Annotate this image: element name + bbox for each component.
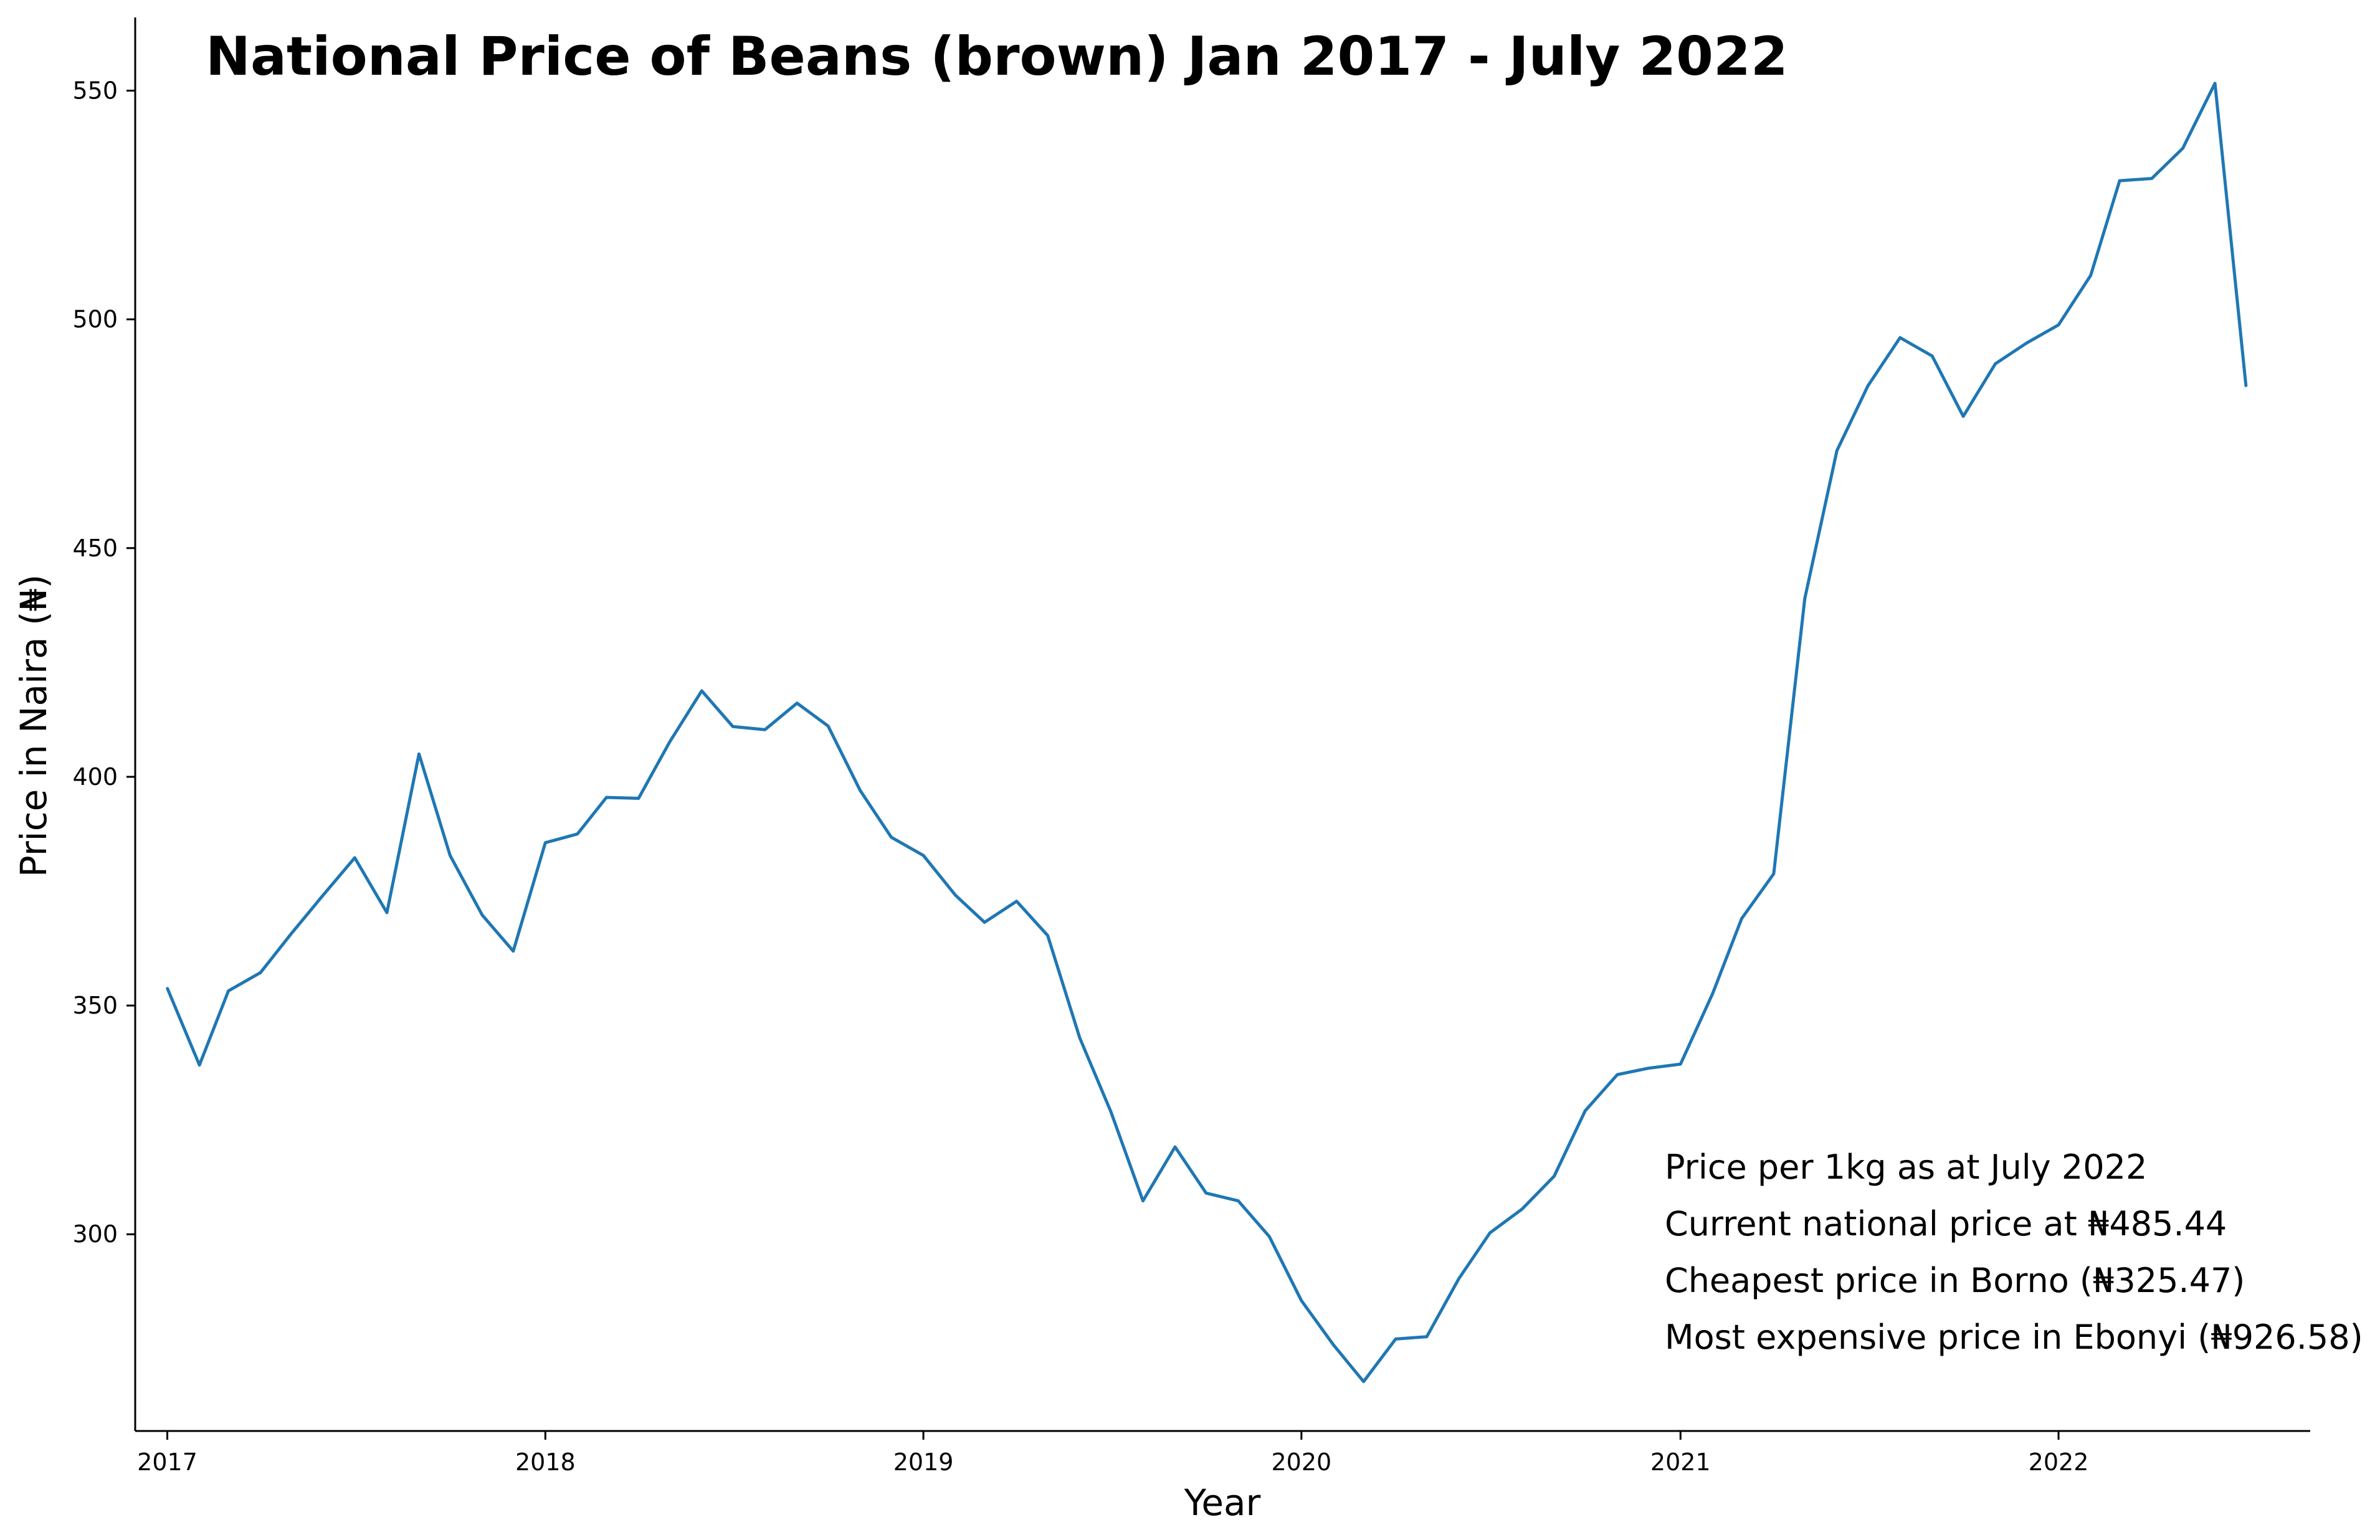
series-line (166, 82, 2248, 1384)
data-point (322, 893, 325, 896)
annotation-cheapest-price: Cheapest price in Borno (₦325.47) (1665, 1261, 2245, 1300)
data-point (385, 911, 388, 915)
data-point (1174, 1145, 1177, 1148)
annotation-most-expensive-price: Most expensive price in Ebonyi (₦926.58) (1665, 1318, 2363, 1357)
x-tick-label: 2022 (2029, 1448, 2089, 1476)
data-point (1931, 354, 1934, 358)
data-point (796, 701, 799, 705)
data-point (1046, 934, 1049, 937)
data-point (1488, 1232, 1492, 1235)
data-point (1962, 415, 1965, 418)
data-point (2150, 177, 2153, 180)
data-point (1300, 1299, 1303, 1302)
data-point (827, 725, 830, 728)
x-tick-label: 2020 (1271, 1448, 1331, 1476)
x-axis-label: Year (1184, 1481, 1261, 1524)
data-point (1679, 1063, 1682, 1066)
data-point (637, 797, 640, 800)
data-point (1520, 1207, 1523, 1210)
data-point (859, 789, 862, 792)
data-point (605, 796, 608, 799)
data-point (544, 841, 547, 844)
data-point (922, 854, 925, 857)
data-point (1553, 1174, 1556, 1177)
data-point (1332, 1343, 1335, 1346)
data-point (2057, 323, 2060, 326)
price-series (166, 82, 2248, 1384)
data-point (198, 1063, 201, 1067)
data-point (1867, 384, 1870, 387)
data-point (417, 753, 421, 756)
data-point (290, 932, 293, 935)
data-point (890, 835, 893, 839)
y-tick-label: 300 (72, 1220, 118, 1248)
y-tick-label: 400 (72, 763, 118, 791)
x-tick-label: 2021 (1650, 1448, 1711, 1476)
data-point (259, 971, 262, 974)
data-point (449, 854, 452, 857)
y-tick-label: 550 (72, 77, 118, 104)
data-point (1237, 1199, 1240, 1202)
data-point (2025, 341, 2028, 345)
data-point (1803, 597, 1806, 600)
y-axis-ticks: 300 350 400 450 500 550 (72, 77, 135, 1248)
y-tick-label: 450 (72, 535, 118, 562)
data-point (512, 949, 515, 953)
data-point (480, 913, 483, 916)
data-point (2214, 82, 2217, 85)
data-point (1362, 1380, 1365, 1383)
data-point (1204, 1192, 1207, 1195)
data-point (1647, 1067, 1650, 1070)
data-point (576, 832, 579, 835)
price-annotations: Price per 1kg as at July 2022 Current na… (1665, 1148, 2363, 1357)
chart-title: National Price of Beans (brown) Jan 2017… (206, 26, 1788, 88)
data-point (983, 921, 986, 924)
data-point (1457, 1277, 1460, 1280)
x-tick-label: 2019 (893, 1448, 954, 1476)
data-point (1772, 872, 1775, 875)
data-point (763, 728, 766, 731)
data-point (1835, 449, 1839, 452)
data-point (2089, 274, 2092, 277)
data-point (1394, 1338, 1397, 1341)
y-tick-label: 500 (72, 306, 118, 333)
y-tick-label: 350 (72, 992, 118, 1019)
data-point (1584, 1109, 1587, 1112)
annotation-current-price: Current national price at ₦485.44 (1665, 1204, 2227, 1243)
annotation-price-basis: Price per 1kg as at July 2022 (1665, 1148, 2147, 1187)
data-point (1740, 917, 1743, 920)
data-point (1078, 1037, 1082, 1040)
data-point (353, 856, 356, 859)
data-point (954, 894, 957, 897)
data-point (1425, 1335, 1428, 1338)
data-point (1898, 336, 1902, 340)
data-point (166, 987, 169, 990)
data-point (1141, 1199, 1145, 1202)
data-point (1109, 1110, 1112, 1113)
data-point (1015, 900, 1018, 903)
data-point (2118, 179, 2121, 183)
data-point (1268, 1235, 1271, 1238)
data-point (227, 989, 230, 992)
data-point (700, 689, 703, 692)
data-point (2181, 147, 2184, 150)
data-point (668, 741, 671, 744)
y-axis-label: Price in Naira (₦) (12, 574, 55, 877)
data-point (1616, 1073, 1619, 1076)
data-point (1711, 992, 1714, 996)
x-tick-label: 2017 (137, 1448, 198, 1476)
data-point (2244, 384, 2247, 387)
x-tick-label: 2018 (515, 1448, 576, 1476)
data-point (731, 725, 735, 728)
x-axis-ticks: 2017 2018 2019 2020 2021 2022 (137, 1431, 2088, 1476)
data-point (1994, 362, 1997, 365)
